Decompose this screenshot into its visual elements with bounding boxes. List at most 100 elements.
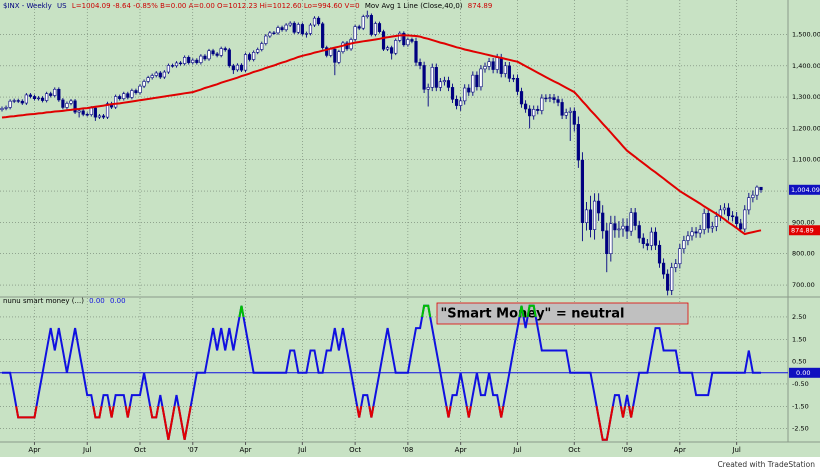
candle-body (394, 40, 398, 54)
candle-body (523, 103, 528, 110)
candle-body (649, 231, 654, 246)
y-tick-label: 1,500.00 (792, 30, 820, 38)
candle-body (57, 88, 61, 101)
candle-body (402, 32, 406, 46)
candle-body (28, 94, 33, 97)
ma-label: 874.89 (791, 226, 814, 234)
candle-body (714, 216, 718, 227)
candle-body (495, 57, 499, 70)
candle-body (4, 107, 8, 109)
candle-body (36, 97, 41, 100)
candle-body (592, 200, 597, 230)
candle-body (101, 115, 106, 118)
candle-body (674, 263, 678, 268)
candle-body (572, 110, 576, 125)
candle-body (381, 31, 386, 50)
candle-body (507, 65, 511, 79)
candle-body (288, 22, 292, 26)
candle-body (312, 17, 317, 26)
candle-body (438, 81, 442, 88)
candle-body (195, 59, 199, 63)
candle-body (706, 213, 710, 229)
candle-body (134, 90, 138, 94)
candle-body (613, 223, 617, 231)
candle-body (617, 228, 621, 231)
candle-body (560, 102, 564, 116)
candle-body (61, 99, 65, 108)
candle-body (126, 93, 130, 98)
candle-body (726, 207, 731, 217)
candle-body (414, 41, 418, 63)
candle-body (511, 78, 516, 80)
header-quote: L=1004.09 -8.64 -0.85% B=0.00 A=0.00 O=1… (72, 2, 360, 10)
candle-body (219, 48, 223, 56)
footer-strip (0, 457, 820, 471)
candle-body (239, 64, 244, 71)
candle-body (528, 108, 532, 117)
candle-body (426, 87, 430, 90)
y-tick-label: 800.00 (792, 250, 815, 258)
candle-body (548, 97, 552, 99)
candle-body (755, 186, 759, 196)
candle-body (519, 91, 524, 105)
candle-body (252, 52, 256, 60)
candle-body (661, 262, 666, 275)
candle-body (296, 24, 300, 33)
x-tick-label: Apr (455, 446, 467, 454)
candle-body (686, 235, 690, 241)
candle-body (369, 15, 373, 35)
candle-body (629, 212, 633, 232)
candle-body (142, 81, 146, 87)
candle-body (743, 209, 747, 230)
indicator-header: nunu smart money (...) 0.00 0.00 (3, 297, 126, 305)
candle-body (735, 216, 739, 224)
candle-body (576, 124, 580, 161)
x-tick-label: Oct (134, 446, 146, 454)
candle-body (398, 32, 402, 41)
candle-body (605, 230, 609, 255)
annotation-box (436, 302, 689, 325)
candle-body (657, 244, 662, 264)
candle-body (69, 100, 73, 104)
y-tick-label: 1.50 (792, 335, 806, 343)
candle-body (694, 231, 698, 234)
candle-body (641, 237, 645, 244)
candle-body (49, 93, 53, 96)
candle-body (316, 17, 321, 25)
x-tick-label: Jul (512, 446, 522, 454)
y-tick-label: 2.50 (792, 313, 806, 321)
candle-body (730, 215, 735, 218)
candle-body (353, 26, 357, 40)
candle-body (81, 110, 85, 115)
candle-body (609, 223, 613, 255)
y-tick-label: 1,400.00 (792, 62, 820, 70)
candle-body (653, 231, 658, 246)
candle-body (268, 32, 272, 37)
candle-body (203, 55, 207, 60)
candle-body (122, 93, 126, 99)
candle-body (178, 62, 183, 65)
x-tick-label: Oct (568, 446, 580, 454)
candle-body (256, 49, 260, 53)
ma-flag (789, 225, 820, 236)
candle-body (580, 159, 585, 224)
indicator-header-value: 0.00 (110, 297, 126, 305)
candle-body (16, 100, 20, 102)
candle-body (223, 48, 227, 51)
candle-body (243, 54, 248, 71)
candle-body (670, 267, 674, 291)
candle-body (357, 26, 361, 29)
candle-body (377, 23, 382, 32)
candle-body (467, 87, 471, 93)
candle-body (292, 22, 296, 33)
candle-body (536, 109, 540, 111)
y-tick-label: 0.50 (792, 358, 806, 366)
header-exchange: US (57, 2, 67, 10)
candle-body (53, 88, 57, 96)
candle-body (556, 99, 560, 103)
candle-body (410, 39, 414, 42)
candle-body (235, 64, 240, 71)
header-symbol: $INX - Weekly (3, 2, 52, 10)
price-header: $INX - Weekly US L=1004.09 -8.64 -0.85% … (3, 2, 492, 10)
